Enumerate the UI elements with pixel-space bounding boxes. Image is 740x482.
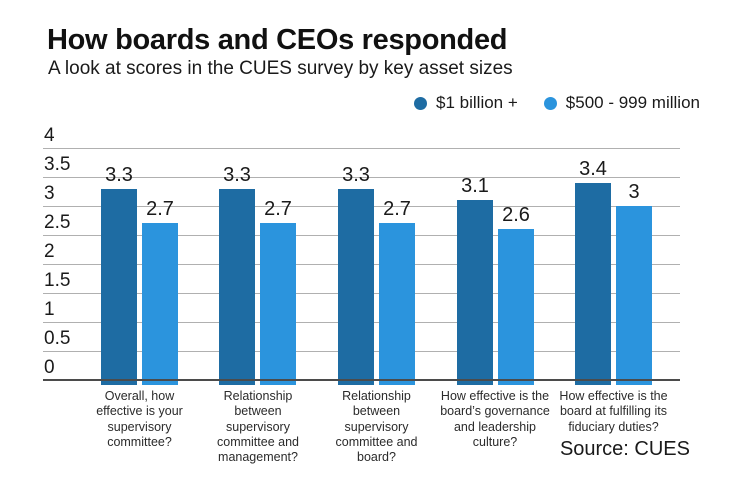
- bar-dark-group2: [219, 188, 255, 385]
- bar-value-label: 3.4: [579, 157, 607, 180]
- bar-value-label: 3.3: [342, 163, 370, 186]
- source-attribution: Source: CUES: [559, 438, 690, 460]
- x-axis-line: [43, 379, 680, 381]
- y-axis-label-1: 1: [44, 299, 55, 320]
- bar-light-group5: [616, 206, 652, 385]
- bar-value-label: 3.3: [105, 163, 133, 186]
- gridline-4: [43, 148, 680, 149]
- chart-subtitle: A look at scores in the CUES survey by k…: [48, 58, 513, 79]
- y-axis-label-3: 3: [44, 183, 55, 204]
- bar-dark-group4: [457, 200, 493, 385]
- legend-item-500-million: $500 - 999 million: [543, 93, 700, 113]
- bar-value-label: 2.7: [264, 198, 292, 221]
- category-label-5: How effective is the board at fulfilling…: [559, 389, 668, 434]
- bar-value-label: 2.7: [383, 198, 411, 221]
- bar-light-group1: [142, 223, 178, 385]
- y-axis-label-4: 4: [44, 125, 55, 146]
- bar-light-group2: [260, 223, 296, 385]
- y-axis-label-2.5: 2.5: [44, 212, 71, 233]
- y-axis-label-3.5: 3.5: [44, 154, 71, 175]
- bar-value-label: 3.1: [461, 175, 489, 198]
- bar-dark-group1: [101, 188, 137, 385]
- y-axis-label-0: 0: [44, 357, 55, 378]
- gridline-3.5: [43, 177, 680, 178]
- category-label-1: Overall, how effective is your superviso…: [96, 389, 183, 449]
- bar-value-label: 2.7: [146, 198, 174, 221]
- legend-label-1-billion: $1 billion +: [436, 93, 518, 112]
- legend-dot-dark-icon: [414, 96, 428, 110]
- category-label-3: Relationship between supervisory committ…: [335, 389, 418, 464]
- legend-item-1-billion: $1 billion +: [414, 93, 518, 113]
- y-axis-label-1.5: 1.5: [44, 270, 71, 291]
- legend-dot-light-icon: [543, 96, 557, 110]
- y-axis-label-0.5: 0.5: [44, 328, 71, 349]
- category-label-2: Relationship between supervisory committ…: [217, 389, 299, 464]
- bar-value-label: 3: [628, 181, 640, 203]
- chart-title: How boards and CEOs responded: [47, 24, 508, 56]
- bar-value-label: 2.6: [502, 204, 530, 227]
- y-axis-label-2: 2: [44, 241, 55, 262]
- legend: $1 billion + $500 - 999 million: [0, 93, 700, 113]
- legend-label-500-million: $500 - 999 million: [565, 93, 700, 112]
- bar-value-label: 3.3: [223, 163, 251, 186]
- bar-light-group4: [498, 229, 534, 385]
- bar-light-group3: [379, 223, 415, 385]
- bar-dark-group3: [338, 188, 374, 385]
- bar-dark-group5: [575, 182, 611, 385]
- category-label-4: How effective is the board’s governance …: [440, 389, 550, 449]
